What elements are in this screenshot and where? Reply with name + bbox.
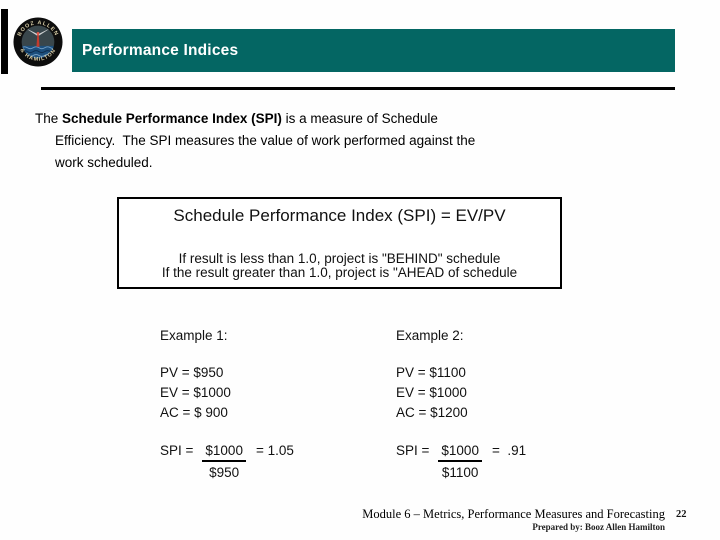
example-2-label: Example 2: (396, 328, 464, 343)
footer-module-title: Module 6 – Metrics, Performance Measures… (362, 507, 665, 521)
spi-formula: Schedule Performance Index (SPI) = EV/PV (173, 206, 506, 225)
formula-box: Schedule Performance Index (SPI) = EV/PV… (117, 197, 562, 289)
rule-behind: If result is less than 1.0, project is "… (178, 251, 501, 266)
intro-line-1: The Schedule Performance Index (SPI) is … (35, 108, 475, 130)
spi-denominator: $1100 (441, 465, 479, 480)
spi-result: = 1.05 (255, 443, 294, 458)
example-1-ev: EV = $1000 (160, 385, 231, 400)
wave-line (21, 50, 55, 54)
example-1-pv: PV = $950 (160, 365, 224, 380)
intro-line-2: Efficiency. The SPI measures the value o… (55, 133, 476, 148)
example-1-ac: AC = $ 900 (160, 405, 228, 420)
formula-rules: If result is less than 1.0, project is "… (119, 252, 560, 280)
lighthouse-beam-left (24, 27, 38, 37)
example-2-pv: PV = $1100 (396, 365, 466, 380)
booz-allen-logo-icon: BOOZ ALLEN & HAMILTON (13, 17, 63, 67)
spi-fraction: $1000 $1100 (438, 443, 482, 480)
lighthouse-light (36, 32, 40, 35)
intro-line-3: work scheduled. (55, 155, 153, 170)
intro-text: is a measure of Schedule (281, 111, 438, 126)
intro-paragraph: The Schedule Performance Index (SPI) is … (35, 108, 475, 174)
example-2-spi-equation: SPI = $1000 $1100 = .91 (396, 443, 526, 480)
intro-text: The (35, 111, 63, 126)
example-2-ac: AC = $1200 (396, 405, 468, 420)
example-2-values: PV = $1100 EV = $1000 AC = $1200 (396, 363, 468, 423)
header-divider (41, 87, 675, 90)
footer-page-number: 22 (676, 509, 687, 520)
spi-numerator: $1000 (438, 443, 482, 462)
lighthouse-icon (36, 33, 40, 47)
spi-prefix: SPI = (160, 443, 194, 458)
example-1-spi-equation: SPI = $1000 $950 = 1.05 (160, 443, 294, 480)
example-2-ev: EV = $1000 (396, 385, 467, 400)
spi-prefix: SPI = (396, 443, 430, 458)
footer-prepared-by: Prepared by: Booz Allen Hamilton (532, 522, 665, 532)
example-1-label: Example 1: (160, 328, 228, 343)
lighthouse-beam-right (38, 27, 52, 37)
slide-title: Performance Indices (82, 41, 239, 59)
spi-result: = .91 (491, 443, 527, 458)
spi-denominator: $950 (209, 465, 240, 480)
spi-fraction: $1000 $950 (202, 443, 246, 480)
rule-ahead: If the result greater than 1.0, project … (161, 265, 518, 280)
slide-title-bar: Performance Indices (72, 29, 675, 72)
intro-bold-text: Schedule Performance Index (SPI) (62, 111, 282, 126)
spi-numerator: $1000 (202, 443, 246, 462)
example-1-values: PV = $950 EV = $1000 AC = $ 900 (160, 363, 231, 423)
wave-line (21, 46, 55, 50)
left-edge-bar (1, 9, 8, 74)
